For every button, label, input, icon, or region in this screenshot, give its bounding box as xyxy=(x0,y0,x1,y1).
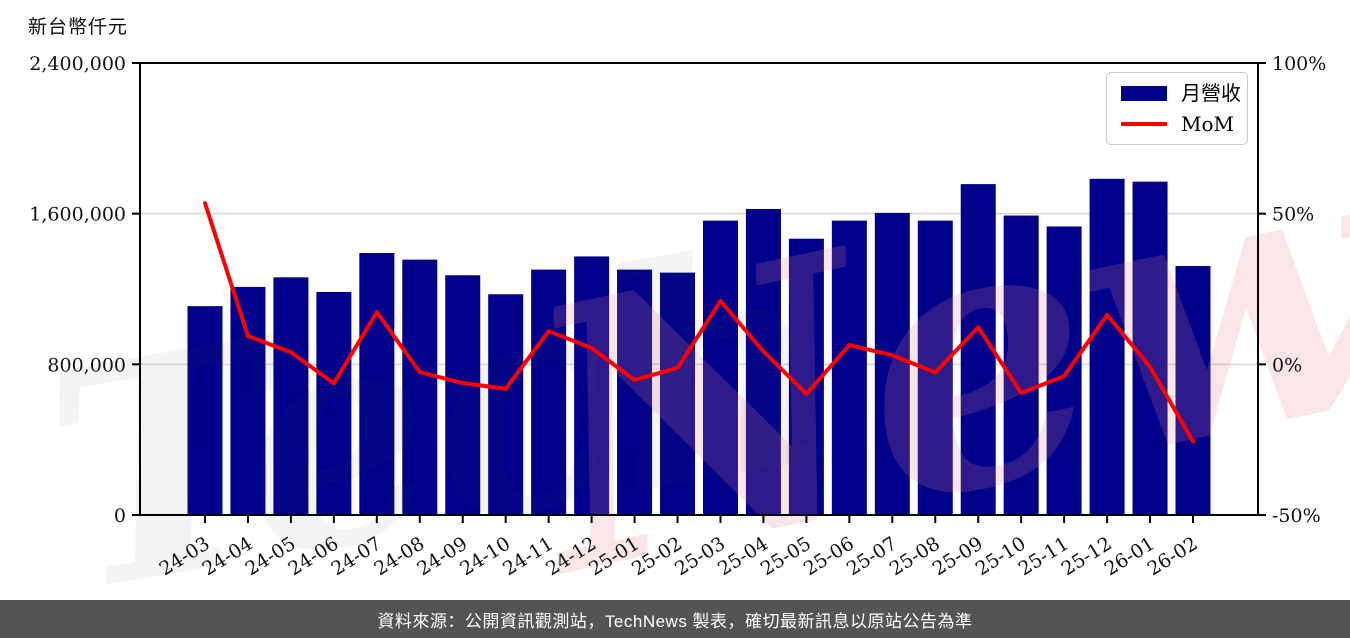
bar-25-05 xyxy=(788,238,824,515)
left-tick-label: 0 xyxy=(114,505,126,527)
bar-24-11 xyxy=(531,269,567,515)
bar-24-10 xyxy=(488,294,524,515)
right-tick-label: 50% xyxy=(1272,204,1314,226)
legend-item-revenue: 月營收 xyxy=(1121,83,1241,103)
bar-24-03 xyxy=(187,306,223,515)
chart-legend: 月營收 MoM xyxy=(1106,72,1248,145)
revenue-mom-chart: Tech News 0 800,000 1,600,000 2,400,000 -50% 0%… xyxy=(25,16,1350,600)
bar-24-05 xyxy=(273,277,309,515)
bar-24-07 xyxy=(359,253,395,516)
source-footer-text: 資料來源：公開資訊觀測站，TechNews 製表，確切最新訊息以原站公告為準 xyxy=(377,611,973,631)
bar-25-06 xyxy=(831,220,867,515)
legend-item-mom: MoM xyxy=(1121,114,1235,134)
right-tick-label: 100% xyxy=(1272,53,1326,75)
bar-26-02 xyxy=(1175,266,1211,515)
bar-25-02 xyxy=(660,272,696,515)
bar-24-04 xyxy=(230,286,266,515)
legend-revenue-label: 月營收 xyxy=(1181,81,1241,105)
bar-25-10 xyxy=(1003,215,1039,516)
left-axis-title: 新台幣仟元 xyxy=(28,16,129,38)
right-tick-label: 0% xyxy=(1272,354,1302,376)
left-tick-label: 800,000 xyxy=(47,354,126,376)
mom-line xyxy=(203,201,1195,444)
left-tick-label: 2,400,000 xyxy=(29,53,126,75)
bar-24-08 xyxy=(402,259,438,515)
bar-24-12 xyxy=(574,256,610,515)
bar-24-06 xyxy=(316,292,352,515)
plot-border xyxy=(139,62,1259,516)
x-tick-label-26-02: 26-02 xyxy=(1144,533,1202,581)
left-tick-label: 1,600,000 xyxy=(29,204,126,226)
bar-24-09 xyxy=(445,275,481,515)
legend-mom-label: MoM xyxy=(1181,112,1234,136)
bar-25-07 xyxy=(874,212,910,515)
bar-25-09 xyxy=(960,184,996,515)
bar-25-01 xyxy=(617,269,653,515)
revenue-bar-swatch xyxy=(1121,85,1167,101)
bar-25-03 xyxy=(702,220,738,515)
bar-25-11 xyxy=(1046,226,1082,515)
source-footer: 資料來源：公開資訊觀測站，TechNews 製表，確切最新訊息以原站公告為準 xyxy=(0,600,1350,638)
mom-line-swatch xyxy=(1121,122,1167,126)
bar-25-12 xyxy=(1089,178,1125,515)
bar-26-01 xyxy=(1132,181,1168,515)
right-tick-label: -50% xyxy=(1272,505,1321,527)
